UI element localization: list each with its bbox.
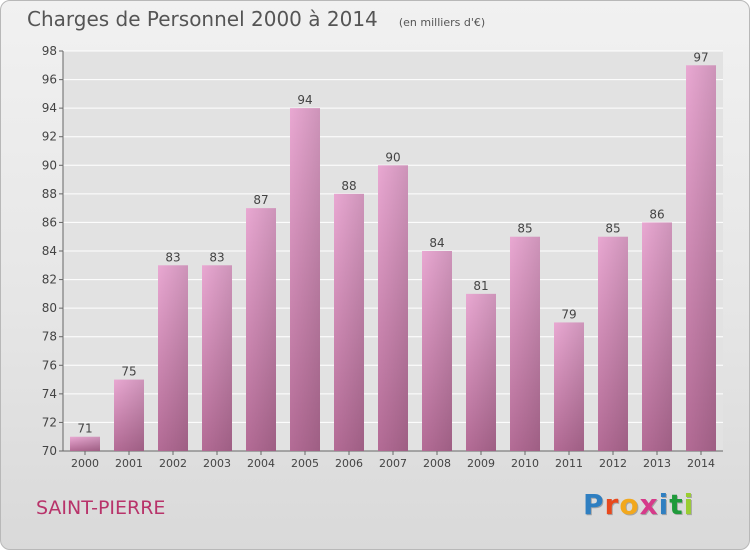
bar-value-label: 87 (253, 193, 268, 207)
y-tick-label: 72 (42, 415, 57, 429)
x-tick-label: 2013 (643, 457, 671, 470)
title-row: Charges de Personnel 2000 à 2014 (en mil… (27, 7, 485, 31)
x-tick-label: 2000 (71, 457, 99, 470)
y-tick-label: 70 (42, 444, 57, 458)
bar-value-label: 94 (297, 93, 312, 107)
bar-value-label: 79 (561, 307, 576, 321)
y-tick-label: 78 (42, 330, 57, 344)
bar-shade (422, 251, 452, 451)
x-tick-label: 2004 (247, 457, 275, 470)
bar-shade (114, 379, 144, 451)
logo-letter: P (583, 488, 605, 521)
chart-title: Charges de Personnel 2000 à 2014 (27, 7, 378, 31)
logo-letter: x (639, 488, 659, 521)
bar-shade (598, 236, 628, 451)
y-tick-label: 86 (42, 215, 57, 229)
bar-value-label: 86 (649, 207, 664, 221)
bar-shade (70, 436, 100, 451)
y-tick-label: 80 (42, 301, 57, 315)
bar-value-label: 83 (165, 250, 180, 264)
bar-shade (554, 322, 584, 451)
x-tick-label: 2007 (379, 457, 407, 470)
bar-shade (334, 193, 364, 451)
bar-value-label: 88 (341, 179, 356, 193)
bar-value-label: 81 (473, 279, 488, 293)
x-tick-label: 2008 (423, 457, 451, 470)
bar-shade (202, 265, 232, 451)
y-tick-label: 98 (42, 44, 57, 58)
logo-letter: o (619, 488, 640, 521)
bar-shade (510, 236, 540, 451)
bar-shade (466, 293, 496, 451)
y-tick-label: 82 (42, 273, 57, 287)
logo-letter: i (658, 488, 670, 521)
x-tick-label: 2006 (335, 457, 363, 470)
x-tick-label: 2001 (115, 457, 143, 470)
y-tick-label: 90 (42, 158, 57, 172)
x-tick-label: 2009 (467, 457, 495, 470)
x-tick-label: 2003 (203, 457, 231, 470)
y-tick-label: 92 (42, 130, 57, 144)
bar-value-label: 75 (121, 365, 136, 379)
x-tick-label: 2002 (159, 457, 187, 470)
proxiti-logo: Proxiti (583, 488, 694, 521)
bar-shade (246, 208, 276, 451)
bar-shade (642, 222, 672, 451)
x-tick-label: 2011 (555, 457, 583, 470)
bar-value-label: 85 (517, 222, 532, 236)
x-tick-label: 2012 (599, 457, 627, 470)
bar-shade (290, 108, 320, 452)
chart-subtitle: (en milliers d'€) (398, 16, 486, 29)
bar-value-label: 84 (429, 236, 444, 250)
bar-value-label: 71 (77, 422, 92, 436)
bar-value-label: 83 (209, 250, 224, 264)
logo-letter: i (683, 488, 695, 521)
commune-name: SAINT-PIERRE (36, 497, 166, 519)
x-tick-label: 2014 (687, 457, 715, 470)
y-tick-label: 84 (42, 244, 57, 258)
y-tick-label: 74 (42, 387, 57, 401)
y-tick-label: 96 (42, 73, 57, 87)
x-tick-label: 2010 (511, 457, 539, 470)
logo-letter: t (669, 488, 684, 521)
bar-value-label: 97 (693, 50, 708, 64)
bar-shade (378, 165, 408, 452)
y-tick-label: 88 (42, 187, 57, 201)
x-tick-label: 2005 (291, 457, 319, 470)
bar-value-label: 85 (605, 222, 620, 236)
logo-letter: r (604, 488, 620, 521)
bar-value-label: 90 (385, 150, 400, 164)
bar-shade (158, 265, 188, 451)
bar-shade (686, 65, 716, 452)
y-tick-label: 94 (42, 101, 57, 115)
y-tick-label: 76 (42, 358, 57, 372)
